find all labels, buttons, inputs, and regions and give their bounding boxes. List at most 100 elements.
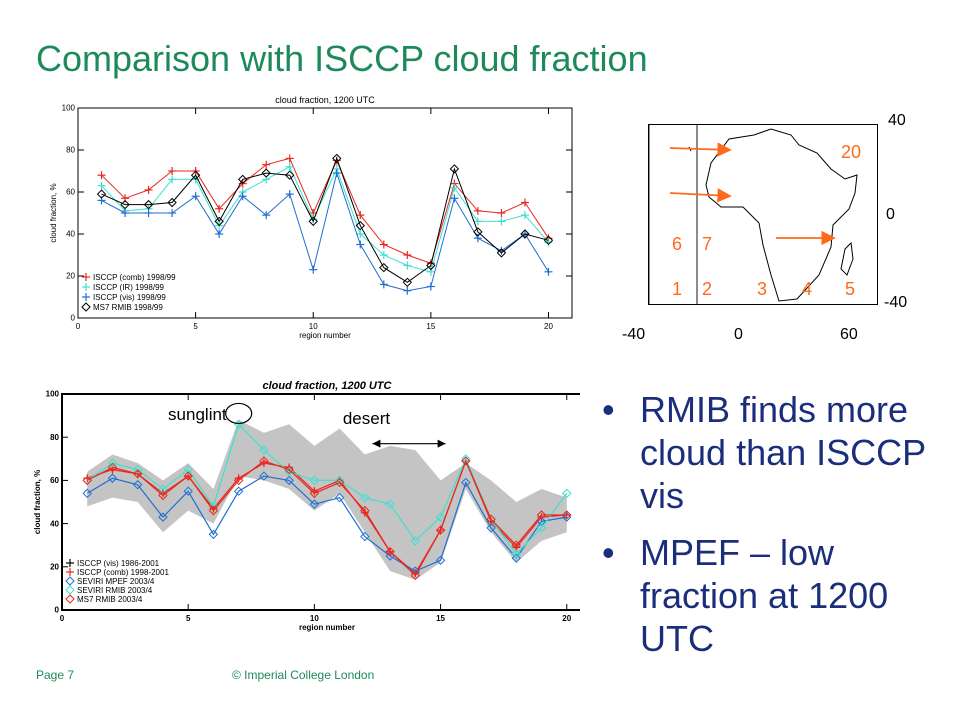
data-point bbox=[536, 510, 547, 520]
data-point bbox=[497, 217, 506, 226]
data-point bbox=[536, 516, 547, 527]
data-point bbox=[496, 248, 507, 258]
legend-marker bbox=[82, 293, 90, 301]
x-tick-label: 15 bbox=[426, 322, 435, 331]
data-point bbox=[82, 488, 92, 499]
legend-label: ISCCP (vis) 1986-2001 bbox=[77, 559, 160, 568]
chart-title: cloud fraction, 1200 UTC bbox=[263, 380, 393, 392]
data-point bbox=[144, 185, 153, 194]
map-arrows bbox=[669, 142, 836, 246]
y-axis-label: cloud fraction, % bbox=[49, 183, 58, 242]
legend-marker bbox=[66, 559, 74, 567]
y-tick-label: 80 bbox=[50, 433, 59, 442]
data-point bbox=[461, 454, 471, 464]
data-point bbox=[285, 154, 294, 163]
data-point bbox=[107, 462, 118, 473]
legend-label: MS7 RMIB 1998/99 bbox=[93, 303, 163, 312]
x-axis-label: region number bbox=[299, 623, 355, 632]
data-point bbox=[158, 490, 168, 501]
data-point bbox=[449, 164, 460, 174]
data-point bbox=[461, 477, 471, 488]
y-tick-label: 20 bbox=[66, 272, 75, 281]
data-point bbox=[544, 267, 553, 276]
data-point bbox=[158, 484, 168, 494]
annotation-label: sunglint bbox=[168, 405, 227, 424]
data-point bbox=[426, 282, 435, 291]
x-axis-label: region number bbox=[299, 331, 351, 340]
data-point bbox=[309, 499, 320, 509]
data-point bbox=[511, 549, 521, 559]
data-point bbox=[285, 162, 294, 171]
data-point bbox=[237, 174, 248, 185]
region-label: 5 bbox=[845, 279, 856, 299]
region-label: 2 bbox=[702, 279, 713, 299]
data-point bbox=[360, 531, 370, 542]
data-point bbox=[215, 204, 224, 213]
plot-frame bbox=[61, 393, 580, 611]
chart-title: cloud fraction, 1200 UTC bbox=[275, 95, 375, 105]
data-point bbox=[511, 540, 521, 550]
data-point bbox=[332, 153, 342, 164]
data-point bbox=[450, 194, 459, 203]
x-tick-label: 10 bbox=[309, 322, 318, 331]
desert-arrow-head bbox=[437, 439, 446, 448]
data-point bbox=[497, 209, 506, 217]
data-point bbox=[435, 555, 446, 566]
data-point bbox=[262, 211, 271, 220]
map-lat-label: -40 bbox=[884, 294, 908, 311]
bullet-list: RMIB finds more cloud than ISCCP vis MPE… bbox=[598, 388, 948, 674]
annotation-label: desert bbox=[343, 409, 391, 428]
legend-marker bbox=[82, 283, 90, 291]
data-point bbox=[308, 216, 318, 227]
data-point bbox=[435, 525, 446, 535]
x-tick-label: 10 bbox=[310, 614, 319, 623]
data-point bbox=[543, 235, 554, 246]
y-tick-label: 60 bbox=[50, 476, 59, 485]
data-point bbox=[284, 475, 294, 486]
data-point bbox=[355, 220, 365, 231]
data-point bbox=[385, 499, 395, 509]
legend-label: SEVIRI RMIB 2003/4 bbox=[77, 586, 153, 595]
legend-marker bbox=[65, 594, 75, 604]
data-point bbox=[309, 475, 320, 486]
region-map bbox=[648, 124, 878, 305]
chart-top: cloud fraction, 1200 UTC 0 5 10 15 20 0 20 40 60 8… bbox=[49, 95, 573, 340]
data-point bbox=[97, 181, 106, 190]
data-point bbox=[259, 445, 269, 455]
map-lon-label: -40 bbox=[622, 326, 646, 343]
data-point bbox=[486, 523, 496, 533]
y-axis-label: cloud fraction, % bbox=[33, 470, 42, 534]
data-point bbox=[133, 469, 143, 479]
region-label: 4 bbox=[802, 279, 813, 299]
region-label: 3 bbox=[757, 279, 768, 299]
x-tick-label: 5 bbox=[186, 614, 191, 623]
data-point bbox=[97, 171, 106, 180]
data-point bbox=[356, 230, 365, 238]
data-point bbox=[143, 199, 154, 210]
region-label: 20 bbox=[841, 142, 862, 162]
data-point bbox=[334, 475, 345, 486]
data-point bbox=[120, 199, 130, 210]
legend-marker bbox=[81, 302, 91, 312]
data-point bbox=[520, 211, 529, 220]
legend-label: ISCCP (IR) 1998/99 bbox=[93, 283, 165, 292]
legend-marker bbox=[65, 576, 75, 586]
region-label: 6 bbox=[672, 234, 683, 254]
y-tick-label: 20 bbox=[50, 562, 59, 571]
series-line bbox=[86, 475, 567, 572]
footer-page: Page 7 bbox=[36, 668, 75, 682]
data-point bbox=[473, 227, 483, 237]
data-point bbox=[158, 512, 168, 522]
data-point bbox=[511, 553, 521, 563]
data-point bbox=[144, 209, 153, 217]
legend-label: MS7 RMIB 2003/4 bbox=[77, 595, 143, 604]
data-point bbox=[402, 277, 413, 288]
data-point bbox=[486, 514, 496, 524]
series-line bbox=[86, 459, 567, 577]
plot-frame bbox=[77, 107, 573, 319]
data-point bbox=[385, 546, 395, 557]
map-lon-label: 0 bbox=[734, 326, 743, 343]
data-point bbox=[360, 505, 370, 516]
y-tick-label: 0 bbox=[71, 314, 76, 323]
chart-bottom: cloud fraction, 1200 UTC 0 5 10 15 20 0 20 40 60 8… bbox=[33, 380, 580, 632]
